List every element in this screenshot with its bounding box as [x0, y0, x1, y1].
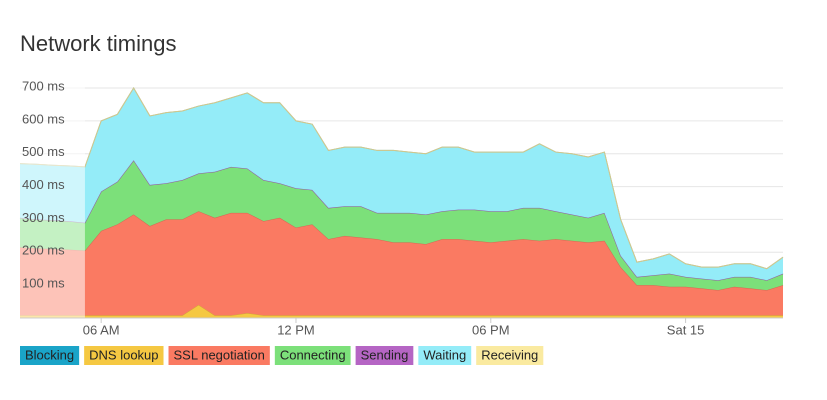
legend-label: Connecting — [280, 347, 346, 362]
x-tick-label: 06 PM — [472, 322, 510, 337]
legend-label: DNS lookup — [89, 347, 158, 362]
area — [20, 88, 783, 281]
legend-swatch — [355, 346, 414, 365]
x-tick-label: Sat 15 — [667, 322, 705, 337]
legend-item[interactable]: SSL negotiation — [168, 346, 270, 365]
y-tick-label: 400 ms — [22, 177, 65, 192]
legend-label: Blocking — [25, 347, 74, 362]
legend-item[interactable]: DNS lookup — [84, 346, 164, 365]
legend-item[interactable]: Blocking — [20, 346, 80, 365]
legend-label: Sending — [361, 347, 409, 362]
partial-shade — [20, 78, 85, 318]
legend-swatch — [168, 346, 270, 365]
area-edge — [19, 87, 784, 270]
x-tick-label: 12 PM — [277, 322, 315, 337]
legend-swatch — [274, 346, 351, 365]
area — [20, 211, 783, 316]
y-tick-label: 600 ms — [22, 111, 65, 126]
areas — [19, 87, 784, 319]
legend-label: Waiting — [423, 347, 466, 362]
y-tick-label: 200 ms — [22, 243, 65, 258]
legend-swatch — [84, 346, 164, 365]
legend-item[interactable]: Sending — [355, 346, 414, 365]
legend-swatch — [20, 346, 80, 365]
legend-swatch — [418, 346, 472, 365]
y-tick-label: 100 ms — [22, 276, 65, 291]
legend-label: SSL negotiation — [174, 347, 265, 362]
y-tick-label: 700 ms — [22, 78, 65, 93]
legend-item[interactable]: Connecting — [274, 346, 351, 365]
y-tick-label: 500 ms — [22, 144, 65, 159]
legend-item[interactable]: Waiting — [418, 346, 472, 365]
legend-label: Receiving — [481, 347, 538, 362]
legend-swatch — [476, 346, 544, 365]
area — [20, 304, 783, 318]
area — [20, 160, 783, 291]
y-tick-label: 300 ms — [22, 210, 65, 225]
x-tick-label: 06 AM — [83, 322, 120, 337]
area-edge — [19, 210, 784, 291]
chart-title: Network timings — [20, 31, 176, 56]
legend-item[interactable]: Receiving — [476, 346, 544, 365]
overlay: 100 ms 200 ms 300 ms 400 ms 500 ms 600 ms 700 … — [20, 78, 783, 365]
